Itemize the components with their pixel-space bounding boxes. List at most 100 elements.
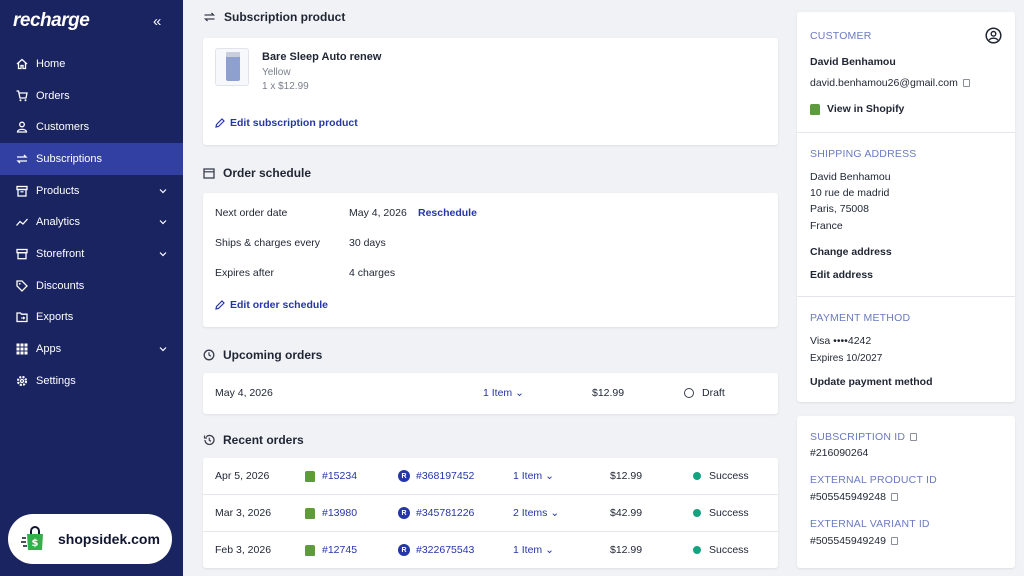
trend-icon (15, 215, 29, 229)
repeat-icon (203, 11, 216, 23)
items-dropdown[interactable]: 1 Item ⌄ (513, 470, 554, 482)
table-row[interactable]: May 4, 2026 1 Item ⌄ $12.99 Draft (203, 386, 778, 400)
sidebar-item-analytics[interactable]: Analytics (0, 206, 183, 238)
schedule-value: May 4, 2026 (349, 207, 407, 219)
shopify-order-link[interactable]: #15234 (305, 470, 357, 482)
edit-address-link[interactable]: Edit address (810, 269, 874, 281)
sidebar-item-label: Customers (36, 121, 90, 134)
double-chevron-left-icon[interactable]: « (153, 13, 162, 30)
ids-card: SUBSCRIPTION ID #216090264 EXTERNAL PROD… (797, 416, 1015, 568)
sidebar-item-storefront[interactable]: Storefront (0, 238, 183, 270)
copy-icon[interactable] (962, 79, 970, 88)
shopify-icon (810, 103, 820, 115)
upcoming-orders-card: May 4, 2026 1 Item ⌄ $12.99 Draft (203, 373, 778, 414)
product-thumbnail[interactable] (215, 48, 249, 86)
copy-icon[interactable] (910, 433, 918, 442)
schedule-row: Expires after 4 charges (203, 266, 778, 280)
section-title-text: Recent orders (223, 433, 304, 447)
recharge-order-link[interactable]: R #322675543 (398, 544, 474, 556)
edit-subscription-product-link[interactable]: Edit subscription product (215, 117, 358, 129)
sidebar-item-home[interactable]: Home (0, 48, 183, 80)
copy-icon[interactable] (890, 537, 898, 546)
repeat-icon (15, 152, 29, 166)
external-product-id-label: EXTERNAL PRODUCT ID (810, 474, 937, 486)
sidebar-item-label: Analytics (36, 216, 81, 229)
sidebar-item-customers[interactable]: Customers (0, 111, 183, 143)
change-address-link[interactable]: Change address (810, 246, 892, 258)
sidebar-item-orders[interactable]: Orders (0, 80, 183, 112)
address-line: Paris, 75008 (810, 203, 869, 215)
recharge-icon: R (398, 507, 410, 519)
edit-order-schedule-link[interactable]: Edit order schedule (215, 299, 328, 311)
section-title-text: Upcoming orders (223, 348, 323, 362)
items-dropdown[interactable]: 1 Item ⌄ (483, 387, 524, 399)
label-text: SUBSCRIPTION ID (810, 431, 906, 443)
shopping-bag-logo-icon: $ (21, 526, 43, 550)
subscription-id-value: #216090264 (810, 447, 869, 459)
person-icon (15, 120, 29, 134)
status-badge: Success (693, 507, 749, 519)
user-circle-icon[interactable] (985, 27, 1002, 47)
shopify-icon (305, 507, 315, 519)
schedule-row: Ships & charges every 30 days (203, 236, 778, 250)
items-count: 1 Item (513, 470, 543, 482)
status-badge: Success (693, 544, 749, 556)
edit-link-label: Edit subscription product (230, 117, 358, 129)
order-schedule-heading: Order schedule (203, 166, 311, 180)
shopify-order-link[interactable]: #13980 (305, 507, 357, 519)
chevron-down-icon: ⌄ (545, 544, 554, 556)
update-payment-method-link[interactable]: Update payment method (810, 376, 933, 388)
sidebar-item-label: Subscriptions (36, 152, 103, 165)
reschedule-link[interactable]: Reschedule (418, 207, 477, 219)
upcoming-orders-heading: Upcoming orders (203, 348, 322, 362)
sidebar-item-discounts[interactable]: Discounts (0, 270, 183, 302)
schedule-label: Next order date (215, 207, 288, 219)
sidebar-item-products[interactable]: Products (0, 175, 183, 207)
order-price: $12.99 (610, 470, 643, 482)
success-status-icon (693, 472, 701, 480)
items-count: 1 Item (513, 544, 543, 556)
recharge-order-id: #368197452 (416, 470, 475, 482)
shopify-icon (305, 470, 315, 482)
view-link-label: View in Shopify (827, 103, 905, 115)
sidebar-item-label: Orders (36, 89, 70, 102)
chevron-down-icon: ⌄ (515, 387, 524, 399)
recent-orders-heading: Recent orders (203, 433, 304, 447)
tag-icon (15, 279, 29, 293)
items-count: 2 Items (513, 507, 548, 519)
recharge-order-link[interactable]: R #368197452 (398, 470, 474, 482)
payment-method-label: PAYMENT METHOD (810, 312, 911, 324)
customer-email-row: david.benhamou26@gmail.com (810, 77, 970, 89)
sidebar-item-settings[interactable]: Settings (0, 365, 183, 397)
table-row[interactable]: Apr 5, 2026 #15234 R #368197452 1 Item ⌄ … (203, 469, 778, 483)
items-dropdown[interactable]: 2 Items ⌄ (513, 507, 559, 519)
grid-icon (15, 342, 29, 356)
view-in-shopify-link[interactable]: View in Shopify (810, 103, 904, 115)
table-row[interactable]: Feb 3, 2026 #12745 R #322675543 1 Item ⌄ … (203, 543, 778, 557)
shopify-order-id: #12745 (322, 544, 358, 556)
copy-icon[interactable] (890, 493, 898, 502)
sidebar-item-exports[interactable]: Exports (0, 302, 183, 334)
success-status-icon (693, 509, 701, 517)
table-row[interactable]: Mar 3, 2026 #13980 R #345781226 2 Items ⌄… (203, 506, 778, 520)
status-text: Success (709, 507, 749, 519)
sidebar-item-label: Products (36, 184, 80, 197)
order-date: Feb 3, 2026 (215, 544, 272, 556)
external-variant-id-label: EXTERNAL VARIANT ID (810, 518, 930, 530)
status-badge: Draft (684, 387, 725, 399)
recharge-logo[interactable]: recharge (13, 10, 90, 31)
sidebar-item-subscriptions[interactable]: Subscriptions (0, 143, 183, 175)
recharge-order-link[interactable]: R #345781226 (398, 507, 474, 519)
subscription-product-heading: Subscription product (203, 10, 345, 24)
address-line: David Benhamou (810, 171, 891, 183)
sidebar-item-apps[interactable]: Apps (0, 333, 183, 365)
external-product-id-value: #505545949248 (810, 491, 886, 503)
external-product-id-row: #505545949248 (810, 491, 898, 503)
product-name[interactable]: Bare Sleep Auto renew (262, 51, 382, 63)
shopify-order-link[interactable]: #12745 (305, 544, 357, 556)
schedule-value: 4 charges (349, 267, 396, 279)
chevron-down-icon (159, 248, 167, 260)
items-dropdown[interactable]: 1 Item ⌄ (513, 544, 554, 556)
home-icon (15, 57, 29, 71)
sidebar-item-label: Storefront (36, 247, 85, 260)
